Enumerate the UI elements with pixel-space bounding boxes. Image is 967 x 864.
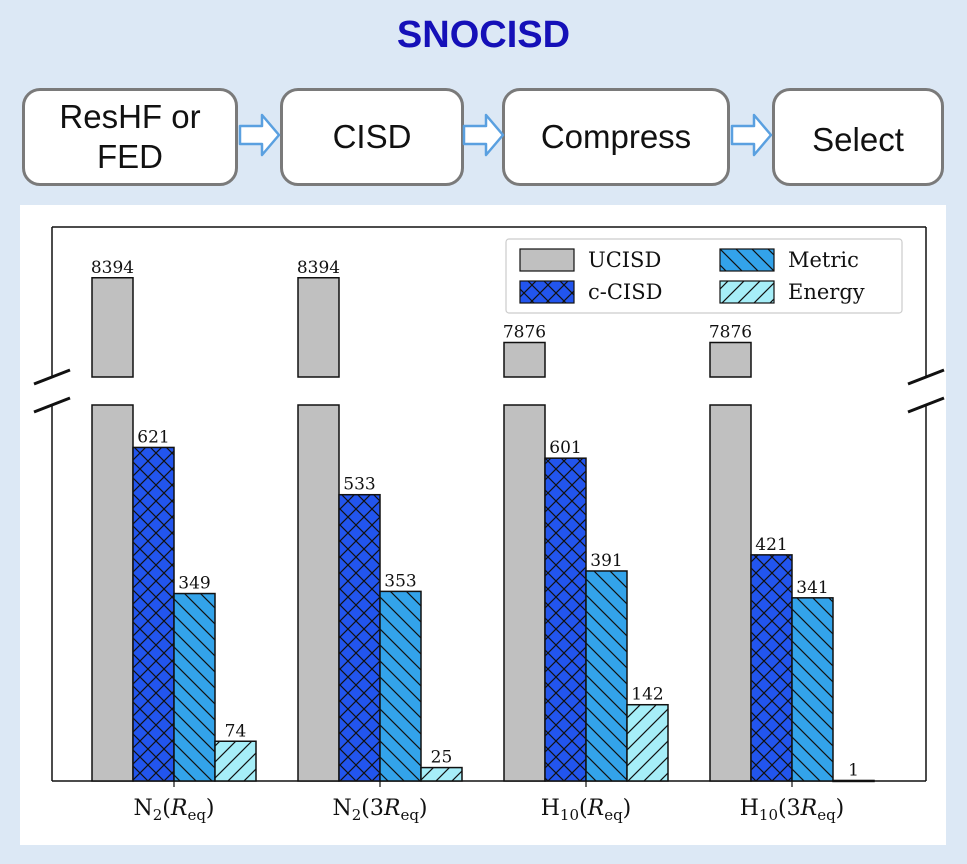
x-tick-label: H10(Req) [541, 796, 632, 824]
legend-swatch-ucisd [519, 248, 575, 272]
legend: UCISD c-CISD Metric Energy [505, 238, 903, 314]
bar-hatch [174, 593, 215, 781]
bar-ucisd-upper [503, 341, 546, 378]
bar-ucisd-lower [709, 404, 752, 782]
right-arrow-icon [238, 113, 281, 157]
bar-ucisd-lower [91, 404, 134, 782]
step-label-line2: FED [97, 138, 163, 175]
bar-value-label: 142 [631, 685, 663, 705]
bar-hatch [339, 494, 380, 781]
legend-swatch-hatch [720, 249, 774, 271]
legend-label-ucisd: UCISD [588, 248, 661, 272]
bar-ucisd-upper [709, 341, 752, 378]
bar-hatch [586, 570, 627, 781]
step-label: CISD [332, 118, 412, 155]
bar-value-label: 74 [225, 721, 247, 741]
bar-energy [832, 779, 875, 783]
bar-hatch [751, 554, 792, 781]
axis-break-mark [907, 396, 945, 414]
legend-box [505, 238, 903, 314]
bar-hatch [133, 447, 174, 781]
bar-hatch [627, 704, 668, 781]
right-arrow-icon [462, 113, 505, 157]
step-reshf-fed: ResHF or FED [22, 88, 238, 186]
x-tick-label: N2(3Req) [332, 796, 427, 824]
bar-chart: 8394 8394 7876 7876 621 533 601 421 349 353 391 341… [33, 226, 945, 824]
axis-break-mark [33, 368, 71, 386]
bar-value-label: 533 [343, 475, 375, 495]
bar-value-label: 349 [178, 574, 210, 594]
bar-value-label: 341 [796, 578, 828, 598]
step-compress: Compress [502, 88, 730, 186]
bar-hatch [215, 741, 256, 781]
bar-value-label: 1 [848, 760, 859, 780]
legend-swatch-hatch [720, 281, 774, 303]
bar-ucisd-lower [503, 404, 546, 782]
axis-break-mark [907, 368, 945, 386]
chart-panel: 8394 8394 7876 7876 621 533 601 421 349 353 391 341… [20, 205, 946, 845]
legend-label-c-cisd: c-CISD [588, 280, 662, 304]
bar-value-label: 8394 [91, 258, 134, 278]
step-label: Select [812, 121, 904, 158]
bar-value-label: 391 [590, 551, 622, 571]
bar-value-label: 353 [384, 571, 416, 591]
x-tick-label: H10(3Req) [740, 796, 845, 824]
bar-ucisd-upper [91, 277, 134, 378]
bar-hatch [792, 597, 833, 781]
figure-title: SNOCISD [396, 14, 571, 56]
legend-label-metric: Metric [788, 248, 859, 272]
bar-value-label: 25 [431, 748, 453, 768]
x-tick-label: N2(Req) [133, 796, 214, 824]
bar-ucisd-upper [297, 277, 340, 378]
bar-value-label: 8394 [297, 258, 340, 278]
step-label-line1: ResHF or [59, 98, 201, 135]
bar-hatch [545, 458, 586, 781]
bar-value-label: 621 [137, 427, 169, 447]
bar-value-label: 601 [549, 438, 581, 458]
bar-value-label: 7876 [709, 323, 752, 343]
legend-swatch-hatch [520, 281, 574, 303]
step-cisd: CISD [280, 88, 464, 186]
right-arrow-icon [730, 113, 773, 157]
bar-ucisd-lower [297, 404, 340, 782]
bar-hatch [421, 767, 462, 781]
bar-value-label: 7876 [503, 323, 546, 343]
step-label: Compress [540, 118, 692, 155]
axis-break-mark [33, 396, 71, 414]
legend-label-energy: Energy [788, 280, 865, 304]
step-select: Select [772, 88, 944, 186]
bar-hatch [380, 591, 421, 781]
bar-value-label: 421 [755, 535, 787, 555]
